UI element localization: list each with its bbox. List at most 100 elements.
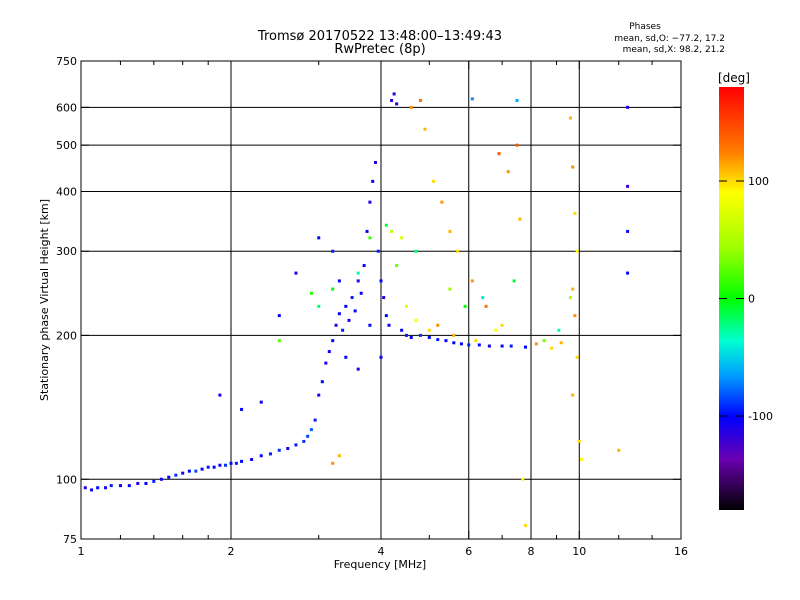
data-point [568,116,572,120]
data-point [294,443,298,447]
data-point [384,223,388,227]
data-point [573,314,577,318]
data-point [423,127,427,131]
data-point [174,473,178,477]
data-point [494,328,498,332]
data-point [392,92,396,96]
data-point [573,211,577,215]
colorbar-tick-label: 0 [748,293,755,306]
data-point [127,484,131,488]
data-point [518,217,522,221]
colorbar-tick-label: -100 [748,410,773,423]
data-point [344,304,348,308]
data-point [477,343,481,347]
data-point [577,439,581,443]
data-point [534,342,538,346]
data-point [317,393,321,397]
data-point [344,355,348,359]
data-point [337,279,341,283]
x-tick-label: 4 [378,545,385,558]
data-point [337,454,341,458]
data-point [459,342,463,346]
y-tick-label: 500 [56,139,77,152]
data-point [218,463,222,467]
data-point [376,249,380,253]
data-point [444,339,448,343]
data-point [579,457,583,461]
data-point [331,249,335,253]
data-point [240,407,244,411]
data-point [331,339,335,343]
data-point [167,475,171,479]
data-point [390,229,394,233]
data-point [427,335,431,339]
data-point [506,170,510,174]
data-point [313,418,317,422]
data-points [83,92,630,528]
data-point [302,439,306,443]
phases-legend-title: Phases [629,22,661,32]
data-point [136,481,140,485]
data-point [463,304,467,308]
data-point [568,296,572,300]
data-point [356,279,360,283]
data-point [497,152,501,156]
y-tick-label: 300 [56,245,77,258]
data-point [159,477,163,481]
data-point [327,350,331,354]
data-point [277,448,281,452]
data-point [436,338,440,342]
data-point [356,367,360,371]
data-point [542,339,546,343]
data-point [452,333,456,337]
data-point [309,291,313,295]
x-tick-label: 6 [465,545,472,558]
data-point [427,328,431,332]
data-point [448,287,452,291]
x-tick-label: 1 [78,545,85,558]
data-point [382,296,386,300]
data-point [353,309,357,313]
data-point [259,454,263,458]
data-point [617,448,621,452]
data-point [432,179,436,183]
x-tick-label: 10 [572,545,586,558]
data-point [234,461,238,465]
data-point [515,99,519,103]
chart-title: Tromsø 20170522 13:48:00–13:49:43 [257,29,502,44]
y-tick-label: 200 [56,329,77,342]
data-point [418,333,422,337]
data-point [626,184,630,188]
data-point [414,318,418,322]
data-point [250,457,254,461]
data-point [436,323,440,327]
data-point [218,393,222,397]
x-tick-label: 16 [674,545,688,558]
data-point [317,304,321,308]
phases-legend-o: mean, sd,O: −77.2, 17.2 [614,34,725,44]
data-point [206,465,210,469]
data-point [448,229,452,233]
y-tick-label: 100 [56,473,77,486]
data-point [350,296,354,300]
data-point [395,264,399,268]
data-point [334,323,338,327]
data-point [277,314,281,318]
data-point [575,355,579,359]
data-point [500,323,504,327]
data-point [559,341,563,345]
x-axis-ticks: 1 2 4 6 8 10 16 [78,61,688,558]
data-point [181,471,185,475]
y-tick-label: 600 [56,101,77,114]
data-point [368,323,372,327]
data-point [384,314,388,318]
data-point [371,179,375,183]
data-point [418,99,422,103]
data-point [456,249,460,253]
chart-subtitle: RwPretec (8p) [334,42,425,57]
data-point [356,271,360,275]
data-point [571,393,575,397]
data-point [500,344,504,348]
data-point [470,279,474,283]
data-point [368,236,372,240]
